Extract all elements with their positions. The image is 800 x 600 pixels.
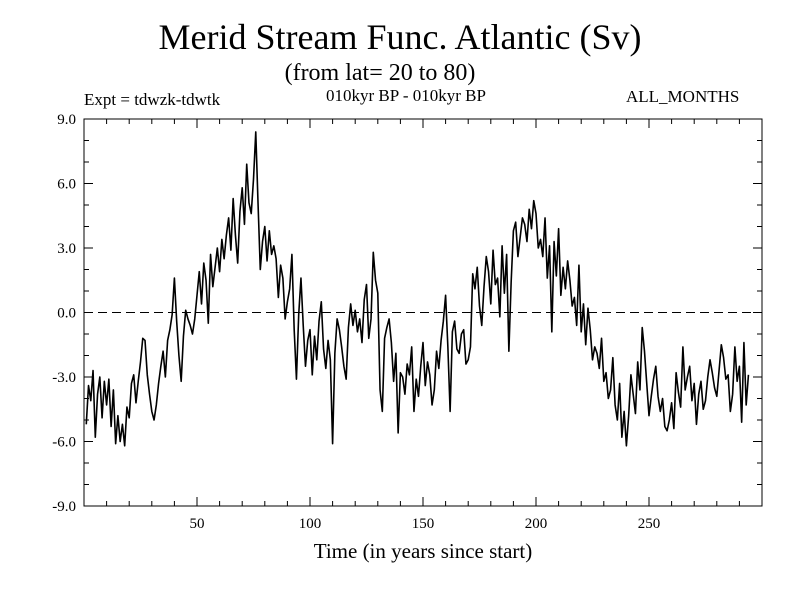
- x-tick-label: 150: [412, 516, 435, 532]
- y-tick-label: -9.0: [52, 499, 76, 515]
- chart-title: Merid Stream Func. Atlantic (Sv): [158, 17, 642, 57]
- y-tick-label: 6.0: [57, 177, 76, 193]
- y-tick-label: 9.0: [57, 112, 76, 128]
- series-line-tdwzk-tdwtk: [85, 131, 750, 447]
- period-label: 010kyr BP - 010kyr BP: [326, 86, 486, 105]
- y-tick-label: 0.0: [57, 306, 76, 322]
- x-axis-label: Time (in years since start): [314, 539, 533, 563]
- y-tick-label: 3.0: [57, 241, 76, 257]
- x-tick-label: 50: [190, 516, 205, 532]
- y-tick-label: -3.0: [52, 370, 76, 386]
- x-tick-label: 200: [525, 516, 548, 532]
- x-tick-label: 250: [638, 516, 661, 532]
- chart-subtitle: (from lat= 20 to 80): [284, 60, 476, 86]
- months-label: ALL_MONTHS: [626, 87, 740, 106]
- x-tick-label: 100: [299, 516, 322, 532]
- experiment-label: Expt = tdwzk-tdwtk: [84, 90, 221, 109]
- y-tick-label: -6.0: [52, 435, 76, 451]
